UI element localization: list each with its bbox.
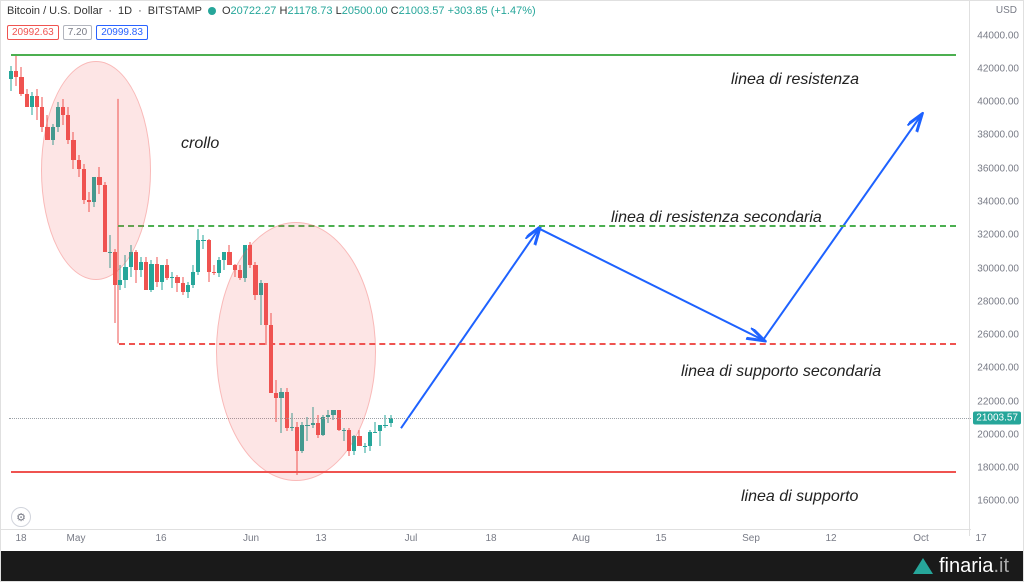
y-tick: 42000.00: [977, 63, 1019, 74]
x-tick: 18: [15, 533, 26, 544]
brand-name: finaria: [939, 555, 993, 578]
x-tick: 16: [155, 533, 166, 544]
x-tick: Sep: [742, 533, 760, 544]
highlight-ellipse[interactable]: [41, 61, 151, 281]
y-tick: 34000.00: [977, 196, 1019, 207]
projection-arrow[interactable]: [401, 229, 539, 429]
projection-arrow[interactable]: [539, 229, 763, 340]
y-tick: 30000.00: [977, 263, 1019, 274]
y-tick: 36000.00: [977, 163, 1019, 174]
y-tick: 16000.00: [977, 496, 1019, 507]
y-tick: 20000.00: [977, 429, 1019, 440]
y-axis[interactable]: USD 16000.00 18000.00 20000.00 22000.00 2400…: [969, 1, 1023, 536]
annotation-label[interactable]: linea di resistenza: [731, 71, 859, 89]
brand-tld: .it: [993, 555, 1009, 578]
x-tick: Oct: [913, 533, 929, 544]
annotation-label[interactable]: linea di supporto secondaria: [681, 363, 881, 381]
chart-container: Bitcoin / U.S. Dollar · 1D · BITSTAMP O2…: [0, 0, 1024, 582]
projection-arrow[interactable]: [763, 115, 921, 340]
brand-triangle-icon: [913, 558, 933, 574]
x-tick: 17: [975, 533, 986, 544]
footer-watermark: finaria.it: [1, 551, 1023, 581]
chart-plot-area[interactable]: crollo linea di resistenza linea di resist…: [1, 1, 971, 536]
x-tick: May: [67, 533, 86, 544]
x-tick: Jun: [243, 533, 259, 544]
y-tick: 40000.00: [977, 97, 1019, 108]
y-tick: 18000.00: [977, 463, 1019, 474]
annotation-label[interactable]: linea di resistenza secondaria: [611, 209, 822, 227]
y-tick: 26000.00: [977, 330, 1019, 341]
secondary-level-line[interactable]: [118, 225, 956, 227]
current-price-line: [9, 418, 971, 419]
y-tick: 28000.00: [977, 296, 1019, 307]
x-axis[interactable]: 18May16Jun13Jul18Aug15Sep12Oct17: [1, 529, 971, 549]
x-tick: 15: [655, 533, 666, 544]
settings-icon[interactable]: ⚙: [11, 507, 31, 527]
y-tick: 32000.00: [977, 230, 1019, 241]
highlight-ellipse[interactable]: [216, 222, 376, 481]
primary-level-line[interactable]: [11, 54, 956, 56]
annotation-label[interactable]: crollo: [181, 135, 219, 153]
y-tick: 44000.00: [977, 30, 1019, 41]
y-tick: 24000.00: [977, 363, 1019, 374]
x-tick: 12: [825, 533, 836, 544]
x-tick: 18: [485, 533, 496, 544]
x-tick: Jul: [405, 533, 418, 544]
x-tick: Aug: [572, 533, 590, 544]
annotation-label[interactable]: linea di supporto: [741, 488, 858, 506]
primary-level-line[interactable]: [11, 471, 956, 473]
x-tick: 13: [315, 533, 326, 544]
y-tick: 38000.00: [977, 130, 1019, 141]
y-tick: 22000.00: [977, 396, 1019, 407]
y-axis-unit: USD: [996, 5, 1017, 16]
current-price-badge: 21003.57: [973, 412, 1021, 425]
